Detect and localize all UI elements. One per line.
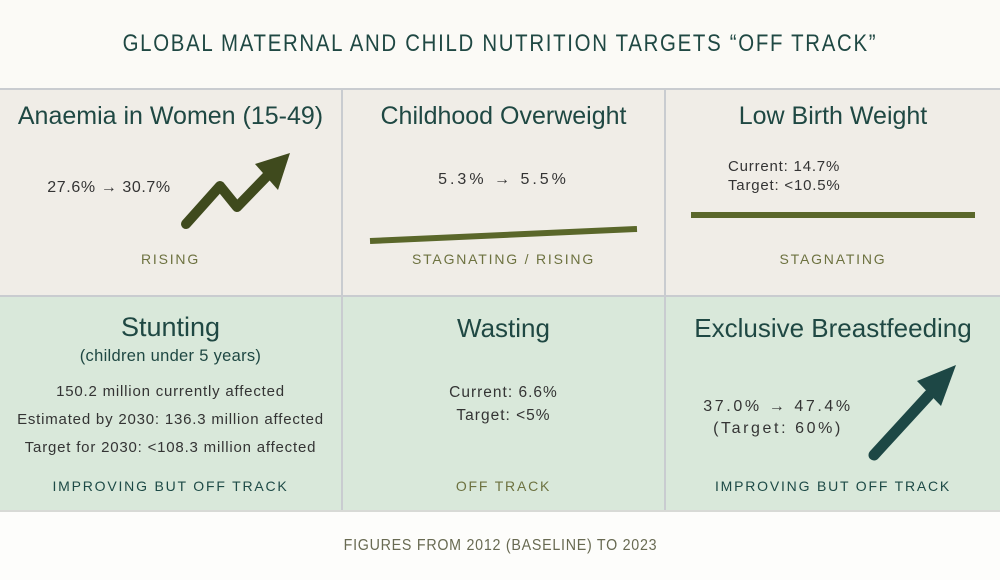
- wasting-current-value: Current: 6.6%: [449, 384, 558, 401]
- stunting-estimate-value: Estimated by 2030: 136.3 million affecte…: [17, 411, 324, 428]
- card-stunting: Stunting (children under 5 years) 150.2 …: [0, 297, 341, 510]
- flat-line-icon: [691, 212, 975, 218]
- card-body-anaemia: 27.6% → 30.7%: [0, 131, 341, 251]
- wasting-target-value: Target: <5%: [456, 407, 551, 424]
- card-exclusive-breastfeeding: Exclusive Breastfeeding 37.0% → 47.4% (T…: [666, 297, 1000, 510]
- card-body-breastfeeding: 37.0% → 47.4% (Target: 60%): [666, 344, 1000, 478]
- footer: FIGURES FROM 2012 (BASELINE) TO 2023: [0, 512, 1000, 580]
- card-heading-anaemia: Anaemia in Women (15-49): [17, 102, 324, 130]
- card-heading-lbw: Low Birth Weight: [738, 102, 928, 130]
- lbw-target-value: Target: <10.5%: [728, 177, 841, 194]
- overweight-trend-values: 5.3% → 5.5%: [438, 171, 569, 188]
- indicator-grid: Anaemia in Women (15-49) 27.6% → 30.7% R…: [0, 88, 1000, 512]
- card-wasting: Wasting Current: 6.6% Target: <5% OFF TR…: [343, 297, 664, 510]
- stunting-title: Stunting: [120, 312, 221, 342]
- card-body-lbw: Current: 14.7% Target: <10.5%: [666, 131, 1000, 251]
- stunting-target-value: Target for 2030: <108.3 million affected: [24, 439, 317, 456]
- card-body-wasting: Current: 6.6% Target: <5%: [343, 344, 664, 478]
- card-childhood-overweight: Childhood Overweight 5.3% → 5.5% STAGNAT…: [343, 90, 664, 295]
- card-heading-wasting: Wasting: [457, 313, 550, 343]
- page-title: GLOBAL MATERNAL AND CHILD NUTRITION TARG…: [122, 30, 878, 57]
- status-label-lbw: STAGNATING: [779, 251, 887, 267]
- card-heading-breastfeeding: Exclusive Breastfeeding: [694, 313, 972, 343]
- slight-rise-line-icon: [369, 226, 638, 244]
- status-label-wasting: OFF TRACK: [455, 478, 552, 494]
- status-label-breastfeeding: IMPROVING BUT OFF TRACK: [714, 478, 952, 494]
- card-heading-overweight: Childhood Overweight: [380, 102, 627, 130]
- card-heading-stunting: Stunting (children under 5 years): [80, 313, 261, 370]
- anaemia-trend-values: 27.6% → 30.7%: [47, 179, 171, 196]
- status-label-stunting: IMPROVING BUT OFF TRACK: [52, 478, 289, 494]
- rising-zigzag-arrow-icon: [180, 153, 290, 229]
- breastfeeding-target-value: (Target: 60%): [713, 420, 843, 437]
- breastfeeding-values: 37.0% → 47.4% (Target: 60%): [703, 396, 852, 440]
- card-anaemia: Anaemia in Women (15-49) 27.6% → 30.7% R…: [0, 90, 341, 295]
- status-label-overweight: STAGNATING / RISING: [411, 251, 596, 267]
- status-label-anaemia: RISING: [140, 251, 201, 267]
- stunting-current-value: 150.2 million currently affected: [56, 383, 285, 400]
- stunting-subtitle: (children under 5 years): [79, 347, 262, 365]
- card-body-stunting: 150.2 million currently affected Estimat…: [0, 370, 341, 478]
- header: GLOBAL MATERNAL AND CHILD NUTRITION TARG…: [0, 0, 1000, 88]
- lbw-current-value: Current: 14.7%: [728, 158, 841, 175]
- breastfeeding-trend-values: 37.0% → 47.4%: [703, 398, 853, 415]
- lbw-values: Current: 14.7% Target: <10.5%: [728, 157, 841, 195]
- card-body-overweight: 5.3% → 5.5%: [343, 131, 664, 251]
- card-low-birth-weight: Low Birth Weight Current: 14.7% Target: …: [666, 90, 1000, 295]
- footer-note: FIGURES FROM 2012 (BASELINE) TO 2023: [343, 537, 657, 554]
- rising-arrow-icon: [868, 365, 956, 461]
